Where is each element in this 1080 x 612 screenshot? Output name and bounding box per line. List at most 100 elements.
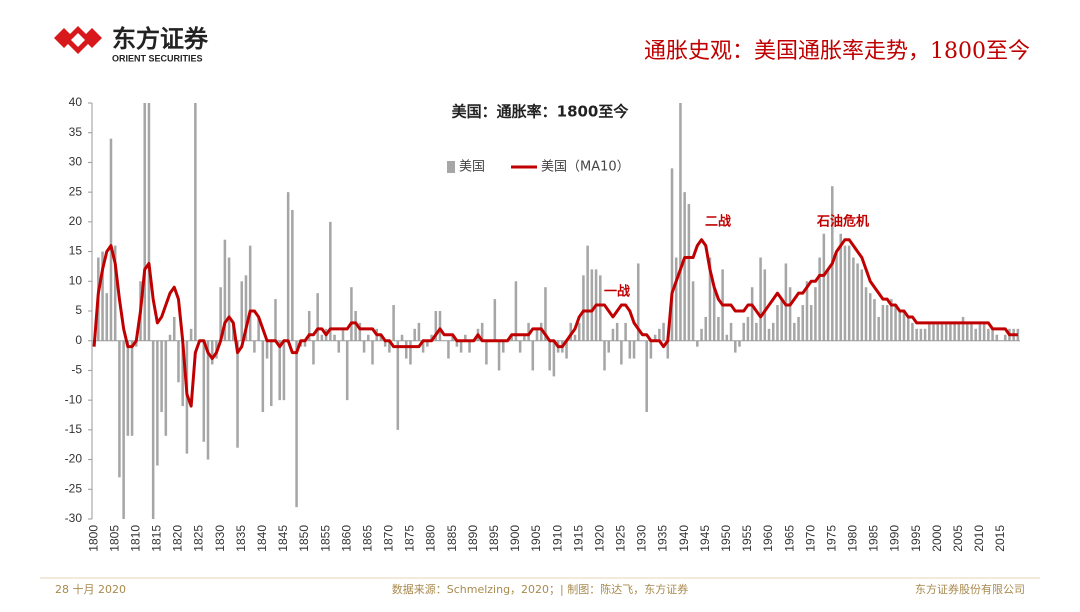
bar [936, 322, 940, 341]
bar [611, 328, 615, 341]
bar [607, 340, 610, 353]
bar [400, 334, 404, 341]
line [92, 238, 1018, 408]
bar [683, 192, 686, 341]
bar [805, 281, 809, 341]
bar [978, 322, 982, 341]
bar [291, 209, 294, 341]
bar [295, 340, 298, 508]
bar [729, 322, 733, 341]
y-tick-label: 25 [69, 184, 83, 198]
bar [712, 287, 716, 341]
x-tick-label: 1960 [761, 525, 775, 552]
bar [776, 305, 779, 341]
y-tick-label: -30 [65, 511, 83, 525]
x-tick-label: 2015 [993, 525, 1007, 552]
x-tick-label: 1935 [656, 525, 670, 552]
bar [337, 340, 341, 353]
bar [666, 340, 670, 359]
x-tick-label: 1850 [297, 525, 311, 552]
x-tick-label: 1990 [888, 525, 902, 552]
bar [708, 257, 712, 341]
bar [658, 328, 661, 341]
bar [856, 263, 859, 341]
bar [911, 322, 914, 341]
bar [860, 269, 864, 341]
bar [523, 334, 526, 341]
bar [371, 340, 374, 365]
bar [881, 305, 885, 341]
bar [818, 257, 821, 341]
bar [771, 322, 775, 341]
bar [852, 257, 855, 341]
bar [282, 340, 286, 401]
bar [590, 269, 594, 341]
bar [286, 192, 290, 341]
bar [274, 299, 277, 341]
bar [172, 316, 176, 341]
bar [421, 340, 425, 353]
bar [544, 287, 547, 341]
y-tick-label: 0 [75, 333, 82, 347]
annotation: 二战 [705, 214, 731, 230]
bar [928, 322, 931, 341]
bar [151, 340, 155, 519]
bar [396, 340, 400, 430]
bar [426, 340, 429, 347]
bar [341, 328, 345, 341]
bar [970, 322, 973, 341]
bar [632, 340, 636, 359]
footer-date: 28 十月 2020 [55, 582, 126, 596]
x-tick-label: 1905 [529, 525, 543, 552]
x-tick-label: 1895 [487, 525, 501, 552]
bar [569, 322, 573, 341]
logo [54, 26, 102, 54]
bar [392, 305, 395, 341]
bar [953, 322, 956, 341]
bar [873, 299, 876, 341]
bar [755, 322, 758, 341]
bar [577, 322, 581, 341]
bar [780, 299, 783, 341]
bar [409, 340, 412, 365]
bar [379, 334, 383, 341]
x-tick-label: 1980 [846, 525, 860, 552]
bar [493, 299, 497, 341]
bar [202, 340, 206, 442]
bar [257, 316, 260, 341]
bar [126, 340, 130, 436]
bar [210, 340, 214, 365]
bar [502, 340, 505, 353]
bar [586, 245, 589, 341]
x-tick-label: 2010 [972, 525, 986, 552]
bar [270, 340, 273, 407]
bar [615, 322, 619, 341]
bar [742, 322, 745, 341]
y-tick-label: 20 [69, 214, 83, 228]
x-tick-label: 1915 [571, 525, 585, 552]
bar [839, 233, 842, 341]
bar [653, 334, 657, 341]
bar [464, 334, 467, 341]
bar [784, 263, 788, 341]
bar [194, 103, 197, 341]
bar [906, 316, 910, 341]
bar [236, 340, 239, 448]
logo-subtext: ORIENT SECURITIES [112, 53, 203, 63]
footer-company: 东方证券股份有限公司 [915, 582, 1025, 596]
bar [527, 322, 530, 341]
legend-swatch [447, 161, 455, 173]
bar [674, 257, 678, 341]
bar [759, 257, 762, 341]
bar [447, 340, 450, 359]
bar [767, 328, 771, 341]
bar [1003, 334, 1007, 341]
x-tick-label: 1840 [255, 525, 269, 552]
bar [898, 311, 902, 341]
slide-title: 通胀史观：美国通胀率走势，1800至今 [644, 39, 1030, 64]
bar [645, 340, 648, 413]
bar [143, 103, 146, 341]
y-tick-label: 5 [75, 303, 82, 317]
bar [552, 340, 556, 377]
